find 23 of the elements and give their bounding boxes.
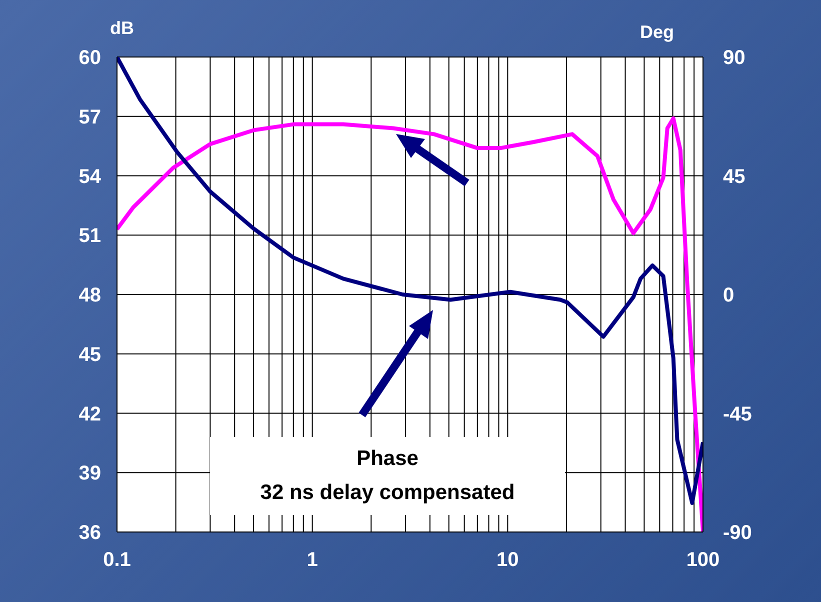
y2-tick-label: 90	[723, 47, 746, 70]
y2-tick-label: -90	[723, 522, 752, 544]
y-tick-label: 57	[78, 106, 101, 128]
y-tick-label: 39	[78, 462, 101, 485]
annotation: Phase	[356, 447, 418, 471]
label-box: Phase 32 ns delay compensated	[210, 437, 565, 515]
y-tick-label: 54	[78, 166, 102, 188]
y2-tick-label: 0	[723, 284, 734, 307]
x-tick-label: 0.1	[103, 549, 131, 572]
y2-tick-label: -45	[723, 403, 752, 426]
y-tick-label: 36	[78, 522, 101, 544]
y-tick-label: 42	[78, 403, 101, 426]
y2-tick-label: 45	[723, 166, 746, 188]
x-tick-label: 10	[496, 549, 519, 572]
x-tick-label: 100	[686, 549, 720, 572]
x-tick-label: 1	[306, 549, 318, 572]
y-tick-label: 48	[78, 284, 101, 307]
y2-axis-title: Deg	[640, 22, 674, 43]
y-tick-label: 45	[78, 344, 101, 366]
annotation: 32 ns delay compensated	[260, 481, 515, 505]
y-tick-label: 51	[78, 225, 101, 248]
y-axis-title: dB	[110, 18, 134, 39]
y-tick-label: 60	[78, 47, 101, 70]
